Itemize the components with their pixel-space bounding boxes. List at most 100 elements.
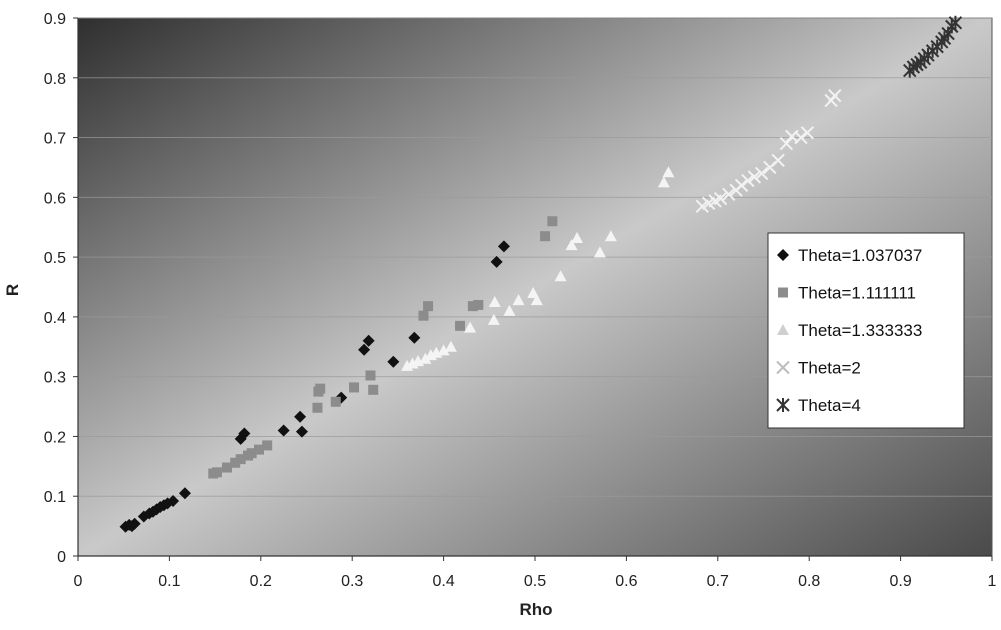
marker-shape [235, 454, 246, 465]
legend-marker [776, 398, 790, 412]
y-tick-label: 0.5 [44, 250, 66, 267]
marker-shape [503, 304, 516, 316]
data-point [178, 487, 191, 500]
data-point [503, 304, 516, 316]
marker-shape [315, 383, 326, 394]
data-points [119, 15, 963, 533]
marker-shape [777, 249, 789, 261]
marker-shape [741, 173, 755, 188]
marker-shape [593, 246, 606, 258]
data-point [418, 310, 429, 321]
data-point [423, 301, 434, 312]
marker-shape [657, 176, 670, 188]
marker-shape [464, 321, 477, 333]
data-point [294, 410, 307, 423]
marker-shape [295, 425, 308, 438]
data-point [540, 231, 551, 242]
marker-shape [527, 286, 540, 298]
data-point [527, 286, 540, 298]
legend-entry: Theta=4 [776, 396, 861, 415]
marker-shape [455, 320, 466, 331]
marker-shape [778, 287, 788, 298]
marker-shape [312, 402, 323, 413]
marker-shape [253, 444, 264, 455]
data-point [713, 191, 728, 206]
data-point [604, 230, 617, 242]
data-point [490, 255, 503, 268]
marker-shape [530, 294, 543, 306]
data-point [948, 15, 963, 30]
data-point [330, 396, 341, 407]
marker-shape [776, 360, 790, 375]
marker-shape [358, 343, 371, 356]
data-point [277, 424, 290, 437]
data-point [467, 301, 478, 312]
y-tick-label: 0.4 [44, 310, 66, 327]
legend-entry: Theta=1.037037 [777, 246, 922, 265]
marker-shape [167, 495, 180, 508]
marker-shape [330, 396, 341, 407]
data-point [230, 457, 241, 468]
marker-shape [800, 126, 815, 140]
data-point [530, 294, 543, 306]
data-point [554, 270, 567, 282]
y-axis-title: R [3, 284, 22, 296]
axes: 0 0.1 0.2 0.3 0.4 0.5 0.6 0.7 0.8 0.9 0 0.1 0.2 0.3 0.… [44, 11, 997, 590]
legend-label: Theta=1.037037 [798, 246, 922, 265]
marker-shape [294, 410, 307, 423]
gridlines [78, 17, 992, 497]
data-point [747, 170, 762, 184]
data-point [444, 340, 457, 352]
legend-label: Theta=4 [798, 396, 861, 415]
data-point [547, 216, 558, 227]
marker-shape [771, 153, 785, 167]
data-point [455, 320, 466, 331]
data-point [358, 343, 371, 356]
y-tick-label: 0 [57, 549, 66, 566]
marker-shape [262, 440, 273, 451]
x-tick-label: 0.5 [524, 573, 546, 590]
marker-shape [565, 239, 578, 251]
marker-shape [221, 462, 232, 473]
data-point [315, 383, 326, 394]
marker-shape [554, 270, 567, 282]
data-point [593, 246, 606, 258]
marker-shape [423, 301, 434, 312]
legend: Theta=1.037037 Theta=1.111111 Theta=1.3333… [767, 232, 965, 429]
data-point [800, 126, 815, 140]
marker-shape [547, 216, 558, 227]
data-point [128, 517, 141, 530]
marker-shape [662, 166, 675, 178]
y-tick-label: 0.6 [44, 190, 66, 207]
legend-label: Theta=1.111111 [798, 284, 916, 303]
legend-entry: Theta=2 [776, 359, 861, 378]
legend-label: Theta=1.333333 [798, 321, 922, 340]
marker-shape [419, 352, 432, 364]
data-point [262, 440, 273, 451]
series-1 [119, 240, 510, 533]
y-tick-label: 0.2 [44, 429, 66, 446]
data-point [437, 344, 450, 356]
data-point [246, 448, 257, 459]
data-point [253, 444, 264, 455]
x-axis-title: Rho [519, 600, 552, 619]
marker-shape [747, 170, 762, 184]
data-point [387, 355, 400, 368]
legend-label: Theta=2 [798, 359, 861, 378]
legend-marker [777, 324, 789, 335]
marker-shape [211, 467, 222, 478]
legend-box [767, 232, 965, 429]
data-point [722, 187, 736, 202]
y-tick-label: 0.7 [44, 131, 66, 148]
data-point [408, 331, 421, 344]
data-point [365, 370, 376, 381]
data-point [349, 382, 360, 393]
marker-shape [490, 255, 503, 268]
x-tick-label: 0 [74, 573, 83, 590]
data-point [741, 173, 755, 188]
x-tick-label: 0.7 [707, 573, 729, 590]
marker-shape [246, 448, 257, 459]
data-point [211, 467, 222, 478]
marker-shape [418, 310, 429, 321]
